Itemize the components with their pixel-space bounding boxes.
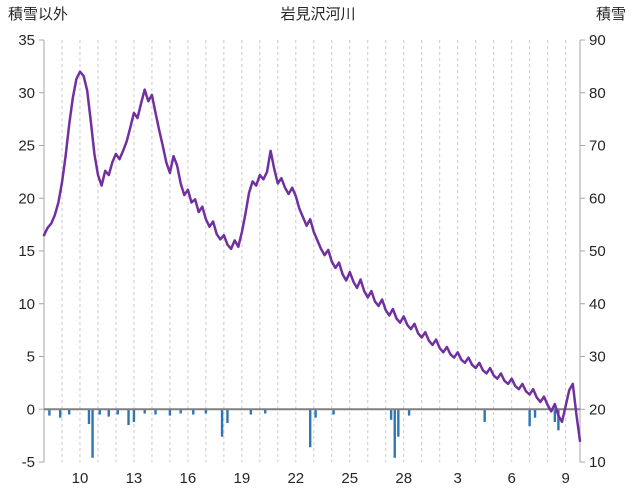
precip-bar: [528, 409, 531, 427]
right-axis-title: 積雪: [595, 6, 626, 23]
x-axis-tick-label: 10: [72, 470, 89, 487]
precip-bar: [98, 409, 101, 415]
y-axis-left-tick-label: 0: [27, 401, 35, 418]
y-axis-left-tick-label: -5: [22, 454, 35, 471]
precip-bar: [407, 409, 411, 416]
precip-bar: [309, 409, 312, 448]
precip-bar: [314, 409, 317, 418]
y-axis-left-tick-label: 35: [18, 32, 35, 49]
precip-bar: [168, 409, 172, 416]
x-axis-tick-label: 3: [454, 470, 462, 487]
precip-bar: [557, 409, 560, 431]
chart-title: 岩見沢河川: [280, 6, 356, 23]
x-axis-tick-label: 6: [507, 470, 515, 487]
x-axis-tick-label: 13: [126, 470, 143, 487]
y-axis-right-tick-label: 20: [589, 401, 606, 418]
y-axis-left-tick-label: 10: [18, 296, 35, 313]
precip-bar: [91, 409, 94, 458]
y-axis-right-tick-label: 40: [589, 296, 606, 313]
precip-bar: [553, 409, 557, 422]
precip-bar: [204, 409, 208, 414]
x-axis-tick-label: 19: [234, 470, 251, 487]
precip-bar: [332, 409, 335, 415]
left-axis-title: 積雪以外: [8, 6, 69, 23]
precip-bar: [107, 409, 110, 417]
precip-bar: [264, 409, 267, 414]
y-axis-left-tick-label: 30: [18, 85, 35, 102]
precip-bar: [393, 409, 396, 458]
precip-bar: [226, 409, 229, 423]
y-axis-left-tick-label: 20: [18, 190, 35, 207]
precip-bar: [179, 409, 182, 414]
x-axis-tick-label: 9: [561, 470, 569, 487]
y-axis-right-tick-label: 80: [589, 85, 606, 102]
y-axis-right-tick-label: 50: [589, 243, 606, 260]
x-axis-tick-label: 22: [287, 470, 304, 487]
precip-bar: [533, 409, 537, 418]
precip-bar: [483, 409, 486, 422]
precip-bar: [143, 409, 146, 414]
precip-bar: [87, 409, 91, 425]
precip-bar: [67, 409, 71, 415]
y-axis-right-tick-label: 90: [589, 32, 606, 49]
x-axis-tick-label: 25: [341, 470, 358, 487]
precip-bar: [192, 409, 195, 415]
y-axis-left-tick-label: 15: [18, 243, 35, 260]
precip-bar: [132, 409, 136, 422]
precip-bar: [389, 409, 393, 420]
precip-bar: [58, 409, 62, 418]
x-axis-tick-label: 28: [395, 470, 412, 487]
precip-bar: [116, 409, 119, 415]
precip-bar: [48, 409, 51, 416]
y-axis-right-tick-label: 60: [589, 190, 606, 207]
y-axis-right-tick-label: 30: [589, 349, 606, 366]
precip-bar: [397, 409, 400, 437]
x-axis-tick-label: 16: [180, 470, 197, 487]
y-axis-left-tick-label: 5: [27, 349, 35, 366]
precip-bar: [154, 409, 157, 415]
y-axis-left-tick-label: 25: [18, 138, 35, 155]
y-axis-right-tick-label: 10: [589, 454, 606, 471]
snow-depth-line: [42, 70, 582, 443]
precip-bar: [249, 409, 253, 415]
y-axis-right-tick-label: 70: [589, 138, 606, 155]
precip-bar: [127, 409, 130, 426]
precip-bar: [220, 409, 224, 437]
